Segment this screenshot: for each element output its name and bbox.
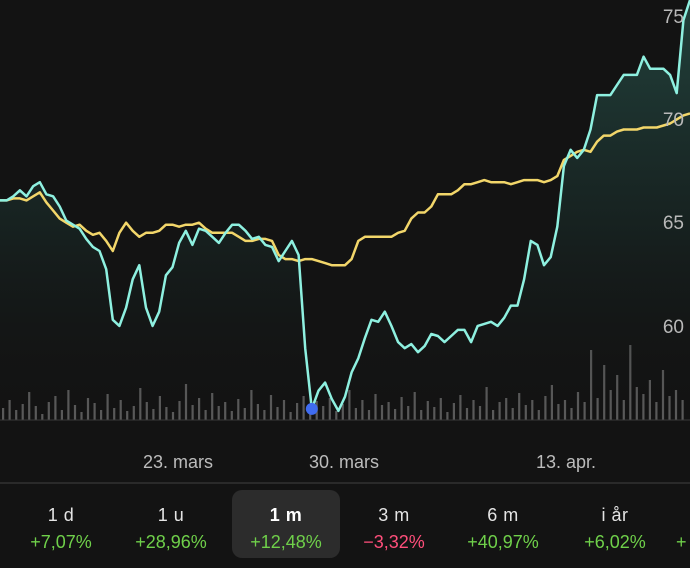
tab-label: i år [601, 505, 629, 525]
tab-label: 6 m [487, 505, 519, 525]
y-tick-label: 65 [663, 213, 684, 234]
period-tabs: 1 d +7,07% 1 u +28,96% 1 m +12,48% 3 m −… [0, 484, 690, 568]
tab-1u[interactable]: 1 u +28,96% [117, 490, 225, 558]
x-tick-label: 30. mars [309, 452, 379, 472]
tab-1m[interactable]: 1 m +12,48% [232, 490, 340, 558]
tab-change: +40,97% [467, 532, 539, 552]
benchmark-line [0, 112, 690, 267]
selected-point-marker[interactable] [305, 402, 318, 415]
x-tick-label: 13. apr. [536, 452, 596, 472]
tab-change: +12,48% [250, 532, 322, 552]
tab-label: 1 m [269, 505, 303, 525]
tab-3m[interactable]: 3 m −3,32% [340, 490, 448, 558]
y-tick-label: 70 [663, 110, 684, 131]
tab-partial[interactable]: + [676, 490, 690, 558]
price-line [0, 0, 690, 413]
price-area-fill [0, 0, 690, 420]
tab-change: +7,07% [30, 532, 92, 552]
price-chart[interactable]: 75 70 65 60 23. mars 30. mars 13. apr. [0, 0, 690, 482]
tab-label [676, 505, 690, 526]
tab-change: −3,32% [363, 532, 425, 552]
y-tick-label: 60 [663, 317, 684, 338]
tab-6m[interactable]: 6 m +40,97% [449, 490, 557, 558]
tab-change: +6,02% [584, 532, 646, 552]
tab-change: +28,96% [135, 532, 207, 552]
tab-label: 1 d [47, 505, 75, 525]
x-tick-label: 23. mars [143, 452, 213, 472]
tab-ytd[interactable]: i år +6,02% [561, 490, 669, 558]
y-tick-label: 75 [663, 7, 684, 28]
tab-label: 1 u [157, 505, 185, 525]
divider [0, 482, 690, 484]
tab-change: + [676, 532, 687, 552]
tab-1d[interactable]: 1 d +7,07% [7, 490, 115, 558]
tab-label: 3 m [378, 505, 410, 525]
